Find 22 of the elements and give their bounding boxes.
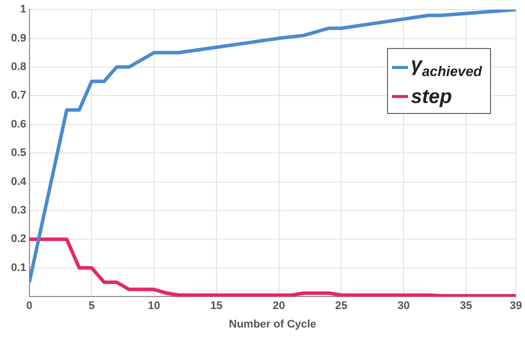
x-tick-label: 20 [272,300,285,312]
x-tick-label: 5 [88,300,95,312]
x-tick-label: 39 [510,300,522,312]
x-tick-label: 15 [210,300,223,312]
x-tick-label: 35 [460,300,472,312]
x-tick-label: 25 [335,300,348,312]
y-tick-label: 0.1 [10,262,26,274]
y-tick-label: 0.3 [10,204,26,217]
y-tick-label: 1 [20,4,26,16]
x-axis-title: Number of Cycle [228,318,316,330]
x-tick-label: 10 [148,300,160,312]
y-tick-label: 0.4 [10,176,28,188]
y-tick-label: 0.7 [10,90,26,102]
y-tick-label: 0.6 [10,118,26,130]
x-tick-label: 0 [26,300,32,312]
legend-label: γ$_{achieved}$ [410,52,482,81]
y-tick-label: 0.2 [10,233,26,246]
x-tick-label: 30 [397,300,410,312]
legend-label: step [410,84,452,110]
y-tick-label: 0.8 [10,61,26,74]
y-tick-label: 0.9 [10,32,26,44]
y-tick-label: 0.5 [10,147,26,160]
